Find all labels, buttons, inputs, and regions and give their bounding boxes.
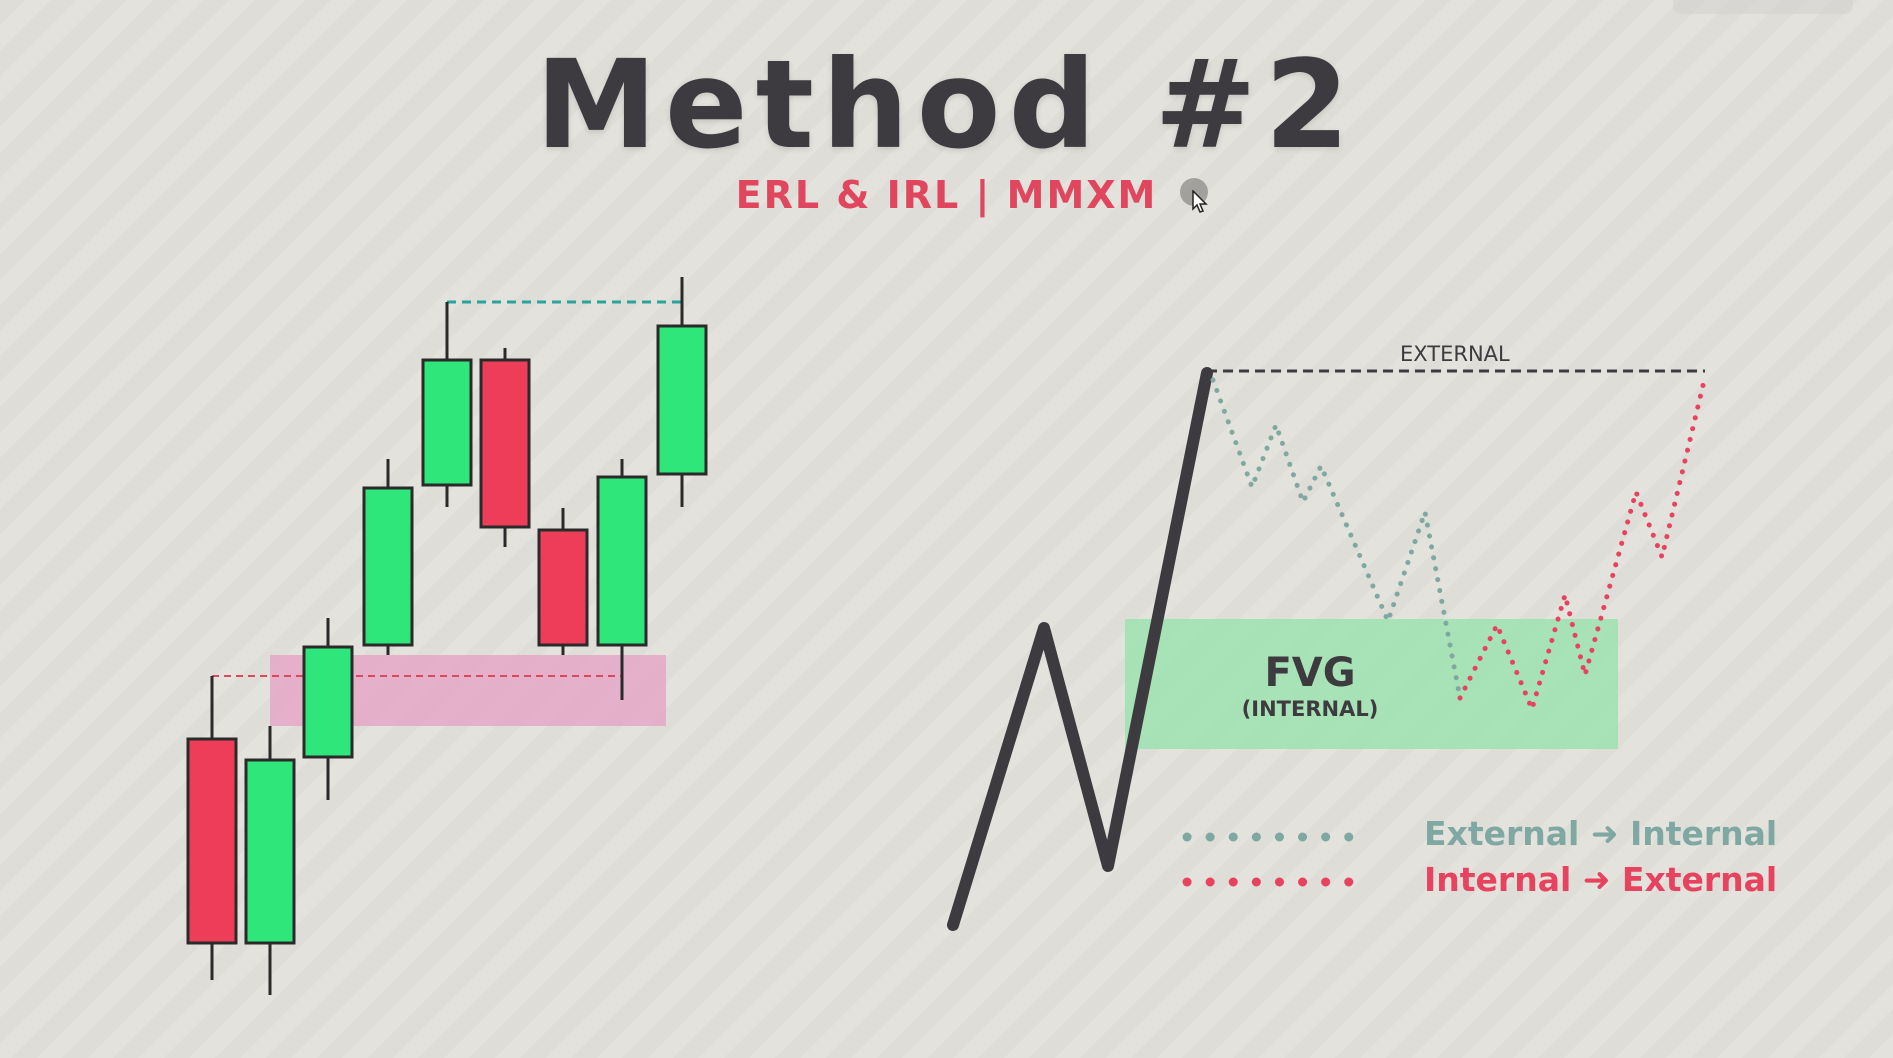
internal-to-external-path xyxy=(1457,374,1708,717)
candle-4-body xyxy=(362,486,414,647)
fvg-label: FVG (INTERNAL) xyxy=(1215,650,1405,722)
page-subtitle: ERL & IRL | MMXM xyxy=(0,173,1893,217)
corner-badge xyxy=(1673,0,1853,14)
fvg-label-main: FVG xyxy=(1264,650,1356,696)
subtitle-separator: | xyxy=(975,173,992,217)
candlestick-illustration xyxy=(186,277,708,995)
main-price-leg xyxy=(947,367,1213,931)
fvg-label-sub: (INTERNAL) xyxy=(1241,697,1379,721)
legend-internal-to-external: Internal ➜ External xyxy=(1424,860,1778,899)
price-path-illustration xyxy=(947,367,1708,931)
external-to-internal-path xyxy=(1210,377,1463,701)
candle-1-body xyxy=(186,737,238,945)
candle-5-body xyxy=(421,358,473,487)
candle-6-body xyxy=(479,358,531,529)
subtitle-left: ERL & IRL xyxy=(735,173,961,217)
external-label: EXTERNAL xyxy=(1400,342,1510,366)
candle-3-body xyxy=(302,645,354,759)
legend-external-to-internal: External ➜ Internal xyxy=(1424,814,1778,853)
subtitle-right: MMXM xyxy=(1006,173,1158,217)
page-title: Method #2 xyxy=(535,34,1358,176)
fvg-zone xyxy=(1125,619,1618,749)
cursor-pointer-icon xyxy=(1192,190,1208,213)
candle-2-body xyxy=(244,758,296,945)
candle-8-body xyxy=(596,475,648,647)
candle-7-body xyxy=(537,528,589,647)
candle-9-body xyxy=(656,324,708,476)
